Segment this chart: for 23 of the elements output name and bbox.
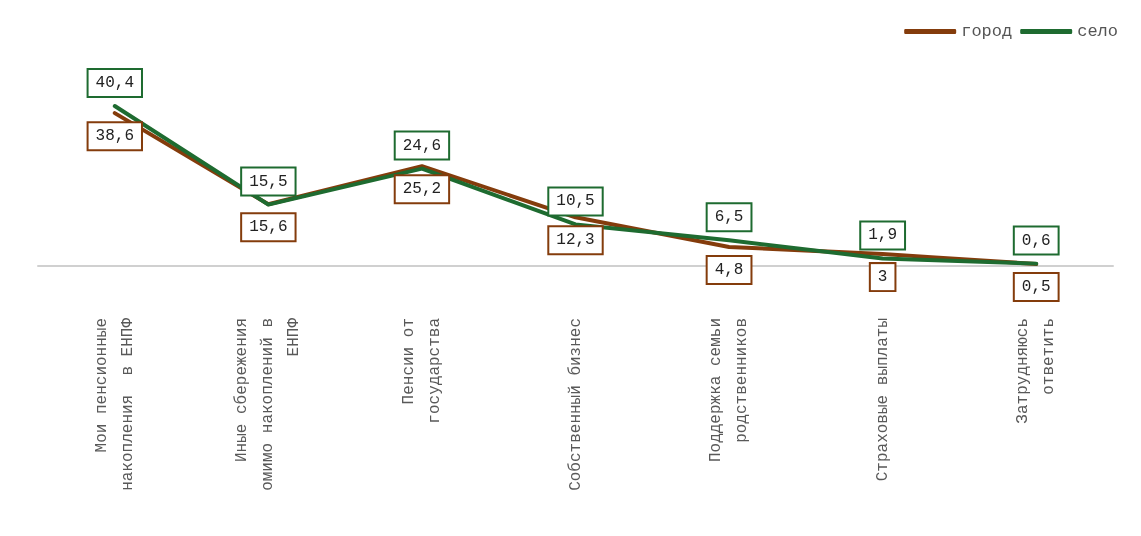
data-label: 15,6 (249, 218, 288, 237)
data-label: 25,2 (402, 180, 442, 199)
x-tick-label: Иные сбережения омимо накоплений в ЕНПФ (233, 317, 304, 491)
x-tick-label: Пенсии от государства (399, 317, 444, 424)
data-label: 24,6 (402, 136, 442, 155)
x-tick-label: Страховые выплаты (873, 318, 892, 482)
x-tick-label: Затрудняюсь ответить (1014, 318, 1059, 424)
x-tick-label: Мои пенсионные накопления в ЕНПФ (92, 317, 137, 491)
legend-label: село (1077, 22, 1119, 41)
data-label: 38,6 (95, 127, 134, 146)
data-label: 10,5 (556, 192, 595, 211)
data-label: 4,8 (714, 260, 744, 279)
data-label: 3 (877, 268, 888, 287)
data-label: 0,5 (1021, 278, 1051, 297)
x-tick-label: Поддержка семьи родственников (707, 318, 752, 463)
data-label: 15,5 (249, 172, 288, 191)
x-tick-label: Собственный бизнес (566, 318, 585, 491)
legend-label: город (961, 22, 1013, 41)
data-label: 40,4 (95, 74, 134, 93)
data-label: 6,5 (714, 208, 744, 227)
data-label: 0,6 (1021, 231, 1051, 250)
data-label: 1,9 (868, 226, 898, 245)
data-label: 12,3 (556, 231, 595, 250)
